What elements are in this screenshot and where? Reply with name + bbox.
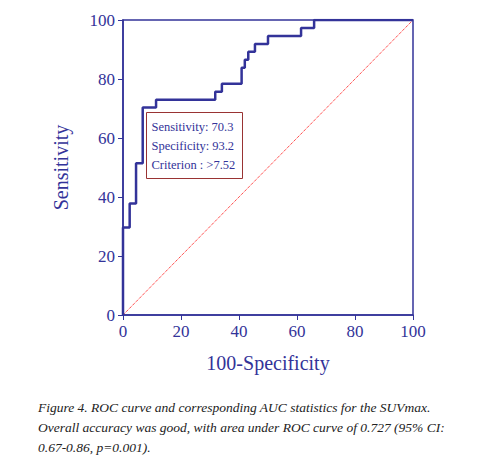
html-text:Figure 4. ROC curve and corres: Figure 4. ROC curve and corresponding AU… xyxy=(38,400,445,455)
svg-text:60: 60 xyxy=(289,322,306,341)
svg-text:Criterion : >7.52: Criterion : >7.52 xyxy=(152,158,236,172)
svg-text:Specificity: 93.2: Specificity: 93.2 xyxy=(152,139,235,153)
svg-text:20: 20 xyxy=(173,322,190,341)
svg-text:100-Specificity: 100-Specificity xyxy=(206,352,329,375)
svg-text:80: 80 xyxy=(347,322,364,341)
svg-text:60: 60 xyxy=(98,129,115,148)
svg-text:40: 40 xyxy=(231,322,248,341)
svg-text:Sensitivity: Sensitivity xyxy=(50,125,73,211)
svg-text:20: 20 xyxy=(98,247,115,266)
svg-text:40: 40 xyxy=(98,188,115,207)
svg-text:100: 100 xyxy=(90,11,116,30)
svg-text:Sensitivity: 70.3: Sensitivity: 70.3 xyxy=(152,120,234,134)
svg-text:0: 0 xyxy=(107,306,116,325)
svg-text:100: 100 xyxy=(400,322,426,341)
svg-text:0: 0 xyxy=(119,322,128,341)
svg-text:80: 80 xyxy=(98,70,115,89)
